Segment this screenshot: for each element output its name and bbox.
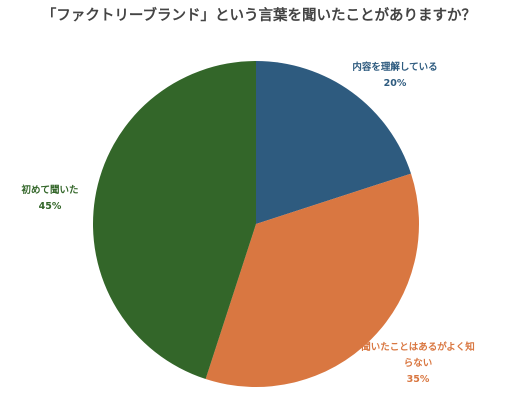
slice-label-2-line-1: 聞いたことはあるがよく知 [361, 341, 475, 353]
pie-slice-3 [92, 61, 257, 380]
slice-label-3-line-1: 初めて聞いた [21, 184, 78, 196]
pie-slice-2 [205, 173, 420, 387]
pie-slice-1 [256, 61, 412, 224]
slice-value-label-3: 45% [39, 201, 62, 212]
slice-label-1-line-1: 内容を理解している [352, 61, 437, 73]
chart-title: 「ファクトリーブランド」という言葉を聞いたことがありますか？ [42, 6, 476, 24]
slice-label-2-line-2: らない [404, 358, 433, 369]
pie-slices [92, 61, 420, 387]
slice-value-label-2: 35% [407, 374, 430, 385]
slice-value-label-1: 20% [384, 78, 407, 89]
